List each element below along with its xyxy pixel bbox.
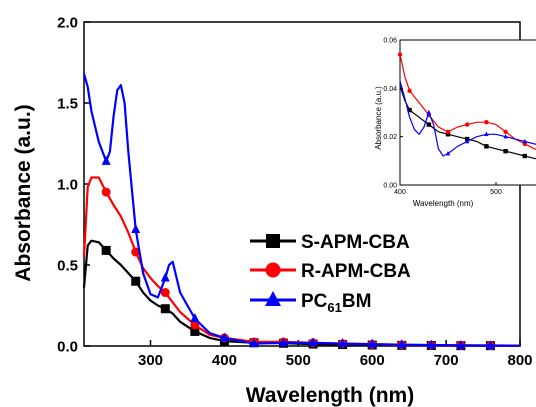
data-point-pc61bm [279, 337, 289, 347]
data-point-s-apm-cba [407, 107, 412, 113]
series-pc61bm [82, 73, 521, 350]
data-point-s-apm-cba [190, 326, 200, 336]
legend-entry-r-apm-cba: R-APM-CBA [250, 261, 411, 282]
data-point-pc61bm [445, 150, 451, 156]
y-tick-label: 0.04 [383, 86, 397, 93]
legend: S-APM-CBA R-APM-CBA PC61BM [250, 232, 411, 315]
series-pc61bm [399, 80, 536, 157]
data-point-pc61bm [484, 131, 489, 137]
data-point-r-apm-cba [484, 119, 489, 125]
legend-label-pc61bm: PC61BM [301, 291, 371, 315]
data-point-pc61bm [160, 272, 170, 282]
data-point-pc61bm [485, 340, 495, 350]
data-point-s-apm-cba [484, 144, 489, 149]
data-point-s-apm-cba [426, 122, 431, 127]
legend-label-r-apm-cba: R-APM-CBA [301, 261, 411, 282]
legend-entry-pc61bm: PC61BM [250, 291, 371, 315]
data-point-r-apm-cba [160, 288, 170, 298]
series-line-s-apm-cba [399, 85, 536, 160]
x-tick-label: 500 [490, 189, 502, 196]
data-point-r-apm-cba [503, 129, 508, 135]
main-y-axis-title: Absorbance (a.u.) [12, 104, 35, 281]
y-tick-label: 0.5 [57, 257, 78, 274]
data-point-pc61bm [101, 155, 111, 165]
data-point-s-apm-cba [131, 276, 141, 286]
y-tick-label: 1.5 [57, 95, 78, 112]
data-point-pc61bm [397, 339, 407, 349]
data-point-s-apm-cba [503, 148, 508, 154]
data-point-r-apm-cba [465, 122, 470, 127]
y-tick-label: 0.00 [383, 182, 397, 189]
y-tick-label: 0.0 [57, 338, 78, 355]
main-series-layer [82, 73, 521, 351]
data-point-s-apm-cba [101, 245, 111, 255]
x-tick-label: 800 [507, 352, 532, 369]
data-point-s-apm-cba [445, 132, 451, 137]
data-point-r-apm-cba [407, 88, 412, 93]
data-point-r-apm-cba [131, 247, 141, 257]
data-point-pc61bm [219, 332, 229, 342]
data-point-r-apm-cba [445, 129, 451, 135]
data-point-r-apm-cba [397, 52, 403, 57]
data-point-pc61bm [426, 339, 436, 349]
series-line-pc61bm [399, 80, 536, 157]
data-point-pc61bm [522, 138, 527, 144]
data-point-s-apm-cba [160, 304, 170, 314]
x-tick-label: 500 [286, 352, 311, 369]
legend-triangle-marker [265, 291, 281, 306]
data-point-pc61bm [367, 338, 377, 348]
main-x-axis-title: Wavelength (nm) [246, 384, 414, 407]
data-point-pc61bm [308, 337, 318, 347]
data-point-pc61bm [131, 223, 141, 233]
data-point-r-apm-cba [190, 320, 200, 330]
legend-square-marker [266, 234, 280, 248]
data-point-pc61bm [249, 338, 259, 348]
x-tick-label: 400 [394, 189, 406, 196]
x-tick-label: 300 [138, 352, 163, 369]
inset-y-axis-title: Absorbance (a.u.) [374, 86, 383, 150]
y-tick-label: 0.06 [383, 37, 397, 44]
y-tick-label: 2.0 [57, 14, 78, 31]
inset-plot-frame [399, 39, 536, 186]
data-point-pc61bm [503, 134, 508, 139]
data-point-s-apm-cba [522, 153, 527, 159]
inset-series-layer [397, 52, 536, 160]
main-y-ticks: 0.0 0.5 1.0 1.5 2.0 [57, 14, 90, 355]
legend-circle-marker [265, 262, 281, 278]
legend-label-s-apm-cba: S-APM-CBA [301, 232, 410, 253]
y-tick-label: 0.02 [383, 134, 397, 141]
series-line-pc61bm [82, 73, 521, 347]
data-point-r-apm-cba [101, 187, 111, 197]
x-tick-label: 400 [212, 352, 237, 369]
inset-x-axis-title: Wavelength (nm) [413, 199, 474, 208]
main-plot: 0.0 0.5 1.0 1.5 2.0 300 400 500 600 700 800 Absor… [12, 14, 533, 407]
data-point-pc61bm [338, 338, 348, 348]
legend-entry-s-apm-cba: S-APM-CBA [250, 232, 410, 253]
x-tick-label: 600 [360, 352, 385, 369]
data-point-pc61bm [426, 109, 431, 115]
data-point-pc61bm [190, 313, 200, 323]
data-point-pc61bm [456, 339, 466, 349]
y-tick-label: 1.0 [57, 176, 78, 193]
x-tick-label: 700 [434, 352, 459, 369]
data-point-pc61bm [465, 138, 470, 144]
